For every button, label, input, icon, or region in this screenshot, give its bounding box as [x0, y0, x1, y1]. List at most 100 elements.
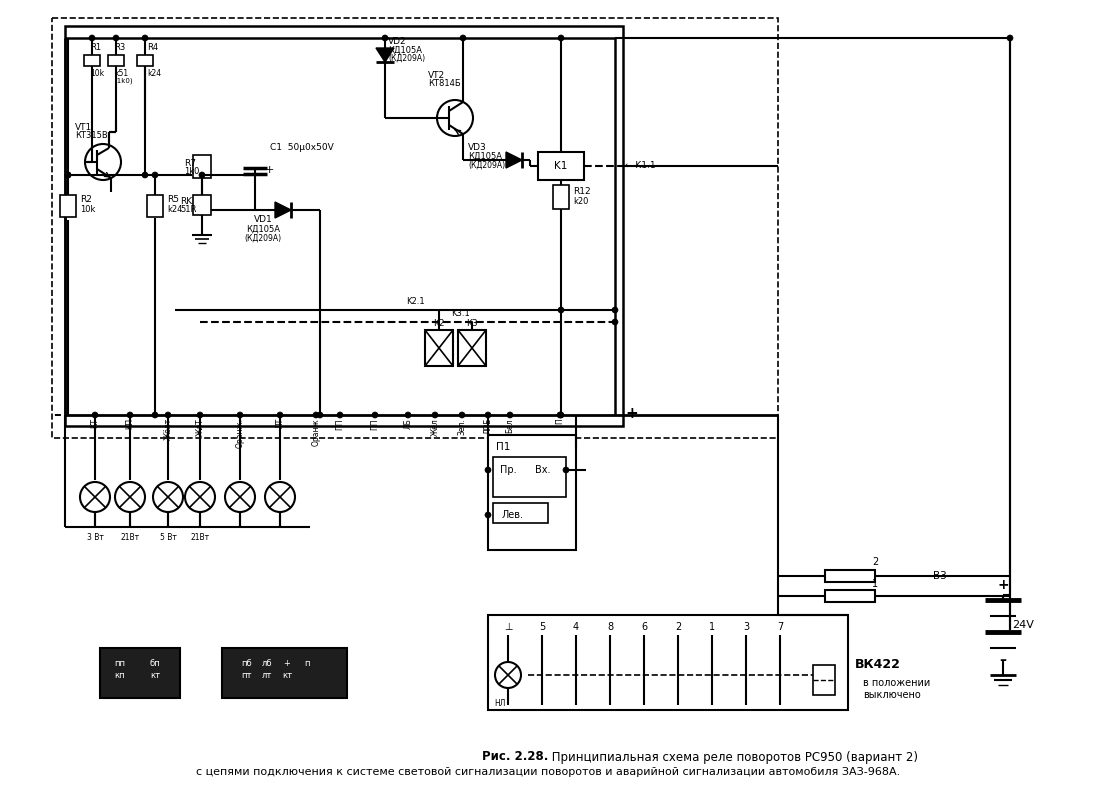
Text: k24: k24 — [147, 70, 161, 79]
Circle shape — [383, 35, 388, 41]
Circle shape — [80, 482, 110, 512]
Text: (КД209А): (КД209А) — [468, 160, 505, 169]
Circle shape — [152, 172, 158, 178]
Text: пт: пт — [242, 671, 252, 681]
Text: КД105А: КД105А — [246, 225, 279, 233]
Bar — [65, 26, 623, 426]
Text: 5: 5 — [539, 622, 545, 632]
Text: НЛ: НЛ — [494, 699, 505, 708]
Text: –: – — [53, 407, 61, 423]
Circle shape — [460, 35, 466, 41]
Text: K3: K3 — [466, 318, 478, 327]
Text: +: + — [284, 658, 290, 667]
Polygon shape — [275, 202, 292, 218]
Text: ПП: ПП — [335, 418, 344, 430]
Circle shape — [85, 144, 121, 180]
Text: C1  50μ0x50V: C1 50μ0x50V — [270, 144, 334, 152]
Circle shape — [277, 412, 283, 418]
Text: Зел.: Зел. — [457, 418, 467, 435]
Text: выключено: выключено — [863, 690, 921, 700]
Bar — [60, 195, 76, 217]
Text: VD1: VD1 — [253, 216, 273, 225]
Text: кт: кт — [282, 671, 292, 681]
Text: 51R: 51R — [180, 205, 196, 214]
Bar — [488, 435, 576, 550]
Bar — [493, 457, 566, 497]
Bar — [193, 195, 212, 215]
Circle shape — [558, 35, 564, 41]
Circle shape — [313, 412, 319, 418]
Bar — [100, 648, 180, 698]
Text: ЛТ: ЛТ — [275, 418, 285, 428]
Text: КП: КП — [126, 418, 135, 429]
Text: 1: 1 — [709, 622, 715, 632]
Text: Бел: Бел — [505, 418, 514, 432]
Text: (1k0): (1k0) — [114, 78, 133, 84]
Bar — [147, 195, 163, 217]
Text: VD3: VD3 — [468, 144, 487, 152]
Text: ЛПБ: ЛПБ — [483, 418, 492, 435]
Circle shape — [152, 412, 158, 418]
Circle shape — [197, 412, 203, 418]
Bar — [425, 330, 453, 366]
Bar — [553, 185, 569, 209]
Circle shape — [612, 307, 618, 313]
Text: лт: лт — [262, 671, 272, 681]
Text: КТ315В: КТ315В — [75, 132, 107, 140]
Text: 21Вт: 21Вт — [191, 533, 209, 541]
Circle shape — [486, 512, 491, 518]
Circle shape — [185, 482, 215, 512]
Circle shape — [1007, 35, 1013, 41]
Text: КД105А: КД105А — [388, 46, 422, 55]
Text: k51: k51 — [114, 70, 128, 79]
Text: Вх.: Вх. — [535, 465, 551, 475]
Text: 6: 6 — [641, 622, 647, 632]
Circle shape — [486, 412, 491, 418]
Bar — [137, 55, 153, 66]
Text: K1: K1 — [555, 161, 568, 171]
Circle shape — [165, 412, 171, 418]
Text: 10k: 10k — [90, 68, 104, 78]
Circle shape — [317, 412, 323, 418]
Text: ЖлТ: ЖлТ — [195, 418, 205, 435]
Bar — [538, 152, 584, 180]
Text: ВК422: ВК422 — [855, 658, 901, 671]
Circle shape — [225, 482, 255, 512]
Text: П1: П1 — [495, 442, 510, 452]
Circle shape — [115, 482, 145, 512]
Text: Оранж: Оранж — [311, 418, 320, 446]
Circle shape — [92, 412, 98, 418]
Text: Принципиальная схема реле поворотов РС950 (вариант 2): Принципиальная схема реле поворотов РС95… — [548, 751, 918, 764]
Circle shape — [558, 412, 564, 418]
Circle shape — [336, 412, 343, 418]
Text: кп: кп — [115, 671, 125, 681]
Text: R7: R7 — [184, 159, 196, 168]
Bar — [813, 665, 835, 695]
Bar — [493, 503, 548, 523]
Text: 21Вт: 21Вт — [121, 533, 139, 541]
Text: 3 Вт: 3 Вт — [87, 533, 103, 541]
Text: 10k: 10k — [80, 205, 95, 213]
Circle shape — [199, 172, 205, 178]
Text: R12: R12 — [573, 187, 591, 196]
Text: VT1: VT1 — [75, 124, 92, 132]
Text: пб: пб — [241, 658, 252, 667]
Text: Пр.: Пр. — [500, 465, 516, 475]
Bar — [222, 648, 347, 698]
Text: R2: R2 — [80, 196, 92, 205]
Text: k24: k24 — [167, 205, 182, 213]
Circle shape — [437, 100, 473, 136]
Circle shape — [557, 412, 563, 418]
Text: k20: k20 — [573, 196, 589, 205]
Text: 8: 8 — [607, 622, 613, 632]
Text: КТ814Б: КТ814Б — [429, 79, 460, 88]
Text: 1k0: 1k0 — [184, 168, 199, 176]
Circle shape — [142, 172, 148, 178]
Polygon shape — [506, 152, 522, 168]
Text: +: + — [626, 406, 638, 420]
Text: ПП: ПП — [370, 418, 379, 430]
Text: VD2: VD2 — [388, 38, 407, 47]
Polygon shape — [376, 48, 393, 62]
Circle shape — [406, 412, 411, 418]
Text: 5 Вт: 5 Вт — [160, 533, 176, 541]
